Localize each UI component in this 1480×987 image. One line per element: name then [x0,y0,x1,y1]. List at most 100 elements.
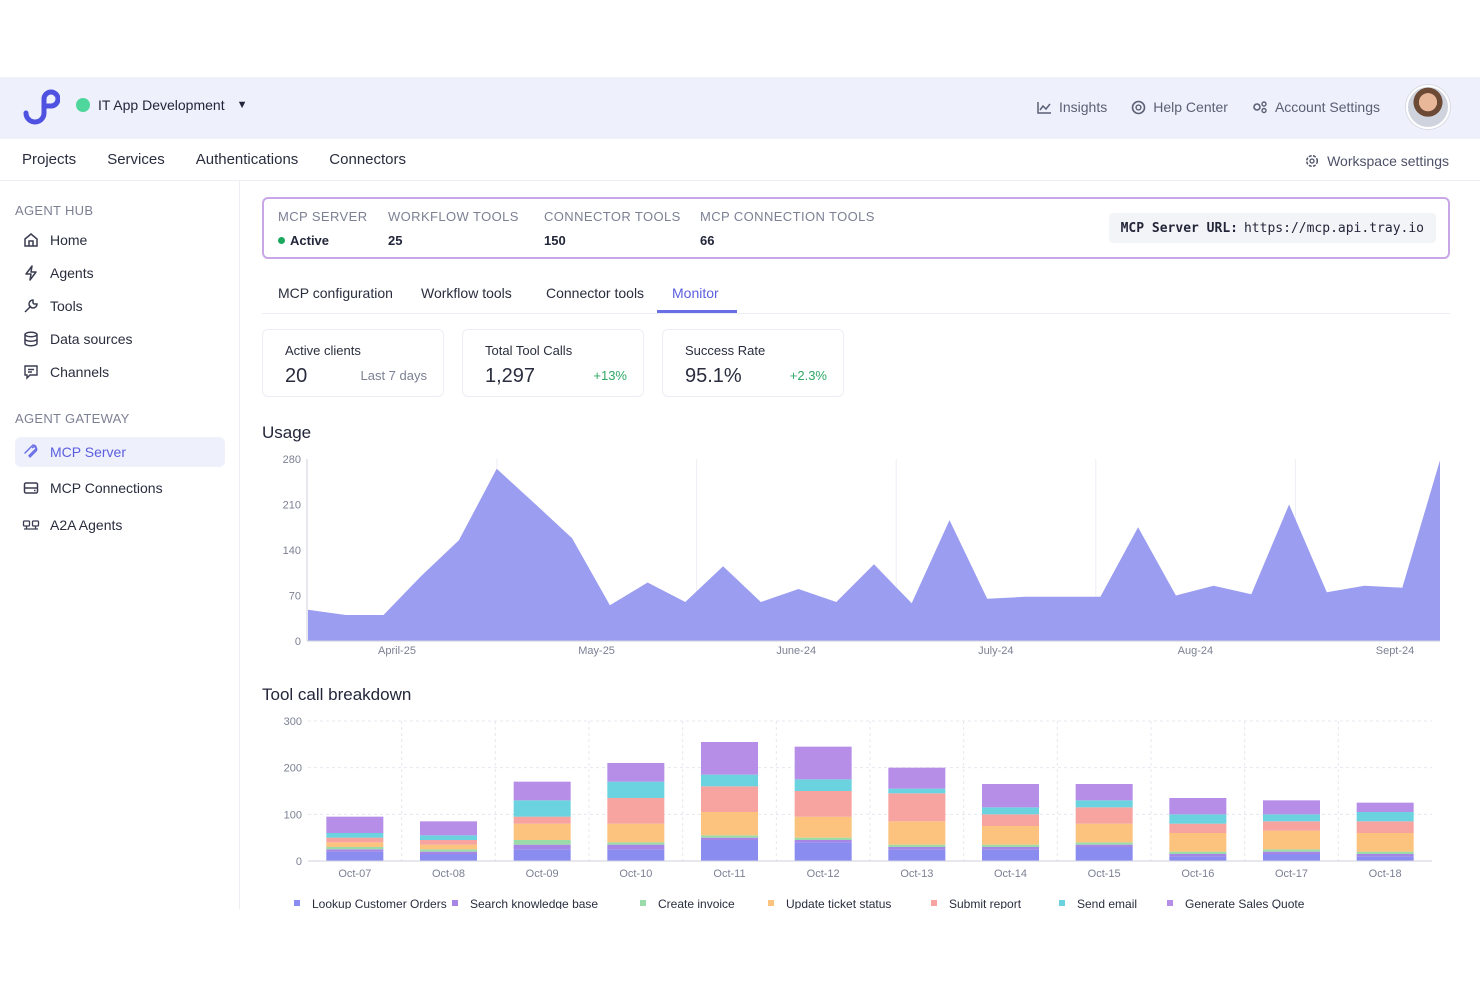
bar-segment-0 [513,849,571,861]
bar-segment-6 [1263,800,1320,815]
nav-projects[interactable]: Projects [22,151,77,168]
server-url-label: MCP Server URL: [1120,220,1238,236]
tab-workflow-tools[interactable]: Workflow tools [421,285,512,301]
insights-link[interactable]: Insights [1037,99,1107,115]
sidebar-item-data-sources[interactable]: Data sources [22,330,132,348]
bar-segment-5 [1075,800,1133,808]
tab-monitor[interactable]: Monitor [672,285,719,301]
bar-segment-0 [701,840,758,861]
bar-segment-5 [794,779,852,791]
bar-segment-1 [326,849,384,852]
sidebar-item-home[interactable]: Home [22,231,87,249]
insights-label: Insights [1058,99,1108,115]
sidebar-item-label: Channels [50,364,110,380]
chat-icon [24,365,38,380]
sidebar-item-a2a-agents[interactable]: A2A Agents [22,516,122,534]
bar-segment-1 [420,851,477,854]
tray-logo-icon[interactable] [20,89,60,127]
nav-services[interactable]: Services [107,151,165,168]
sidebar-item-tools[interactable]: Tools [22,297,83,315]
bar-segment-1 [888,847,946,850]
bar-segment-4 [326,837,384,843]
bar-segment-1 [1263,851,1320,854]
server-url-box[interactable]: MCP Server URL: https://mcp.api.tray.io [1108,213,1436,243]
bolt-icon [25,265,37,281]
bar-segment-0 [1356,856,1414,861]
connector-tools-col: CONNECTOR TOOLS 150 [544,209,681,248]
sidebar-item-mcp-server[interactable]: MCP Server [15,437,225,467]
sidebar-item-label: Agents [50,265,94,281]
x-tick-label: Oct-13 [900,868,933,880]
sidebar-item-agents[interactable]: Agents [22,264,94,282]
account-settings-label: Account Settings [1274,99,1380,115]
workspace-settings-link[interactable]: Workspace settings [1305,153,1449,169]
tab-connector-tools[interactable]: Connector tools [546,285,645,301]
x-tick-label: Oct-10 [619,868,652,880]
bar-segment-6 [1075,784,1133,801]
bar-segment-2 [1075,842,1133,845]
workspace-name: IT App Development [98,97,225,113]
bar-segment-2 [794,837,852,840]
stat-label: Success Rate [685,343,766,358]
legend-label: Update ticket status [786,897,891,909]
bar-segment-5 [1169,814,1227,824]
sidebar-item-mcp-connections[interactable]: MCP Connections [22,479,163,497]
server-status-label: MCP SERVER [278,209,368,224]
bar-segment-6 [1356,802,1414,812]
workflow-tools-label: WORKFLOW TOOLS [388,209,519,224]
stat-card-active-clients: Active clients 20 Last 7 days [262,329,444,397]
legend-label: Generate Sales Quote [1185,897,1305,909]
nav-connectors[interactable]: Connectors [329,151,407,168]
bar-segment-3 [888,821,946,845]
bar-segment-2 [888,844,946,847]
sidebar-item-label: Home [50,232,88,248]
x-tick-label: April-25 [378,645,416,657]
account-settings-link[interactable]: Account Settings [1252,99,1380,115]
bar-segment-5 [1263,814,1320,822]
x-tick-label: Oct-14 [994,868,1027,880]
bar-segment-1 [1356,854,1414,857]
help-icon [1131,100,1146,114]
bar-segment-6 [701,742,758,775]
top-links: Insights Help Center Account Settings [1037,99,1380,115]
x-tick-label: Oct-12 [807,868,840,880]
tab-mcp-configuration[interactable]: MCP configuration [278,285,393,301]
help-center-label: Help Center [1153,99,1228,115]
bar-segment-4 [1075,807,1133,824]
nav-authentications[interactable]: Authentications [195,151,299,168]
bar-segment-6 [513,781,571,801]
stat-value: 20 [285,365,308,387]
connections-icon [23,482,39,494]
bar-segment-1 [1169,854,1227,857]
help-center-link[interactable]: Help Center [1131,99,1228,115]
x-tick-label: Oct-11 [713,868,745,880]
bar-segment-4 [701,786,758,812]
bar-segment-4 [1263,821,1320,831]
sidebar-item-channels[interactable]: Channels [22,363,109,381]
connector-tools-value: 150 [544,233,566,248]
bar-segment-3 [701,812,758,836]
tab-bar: MCP configuration Workflow tools Connect… [262,277,1450,314]
database-icon [24,331,38,347]
mcp-icon [24,444,38,458]
bar-segment-5 [607,781,665,798]
workspace-selector[interactable]: IT App Development ▼ [76,97,248,113]
legend-swatch [1167,900,1173,906]
x-tick-label: Oct-08 [432,868,465,880]
stat-period: Last 7 days [360,368,428,383]
bar-segment-4 [513,816,571,824]
bar-segment-0 [982,849,1039,861]
x-tick-label: July-24 [978,645,1013,657]
bar-segment-3 [326,842,384,847]
x-tick-label: Oct-15 [1088,868,1121,880]
bar-segment-5 [982,807,1039,815]
a2a-icon [22,520,40,530]
sidebar: AGENT HUB Home Agents Tools Data sources… [0,181,240,909]
connection-tools-value: 66 [700,233,715,248]
connection-tools-label: MCP CONNECTION TOOLS [700,209,875,224]
avatar[interactable] [1406,85,1450,129]
stat-value: 1,297 [485,365,536,387]
bar-segment-4 [794,791,852,817]
server-status-col: MCP SERVER Active [278,209,368,248]
x-tick-label: Aug-24 [1178,645,1213,657]
